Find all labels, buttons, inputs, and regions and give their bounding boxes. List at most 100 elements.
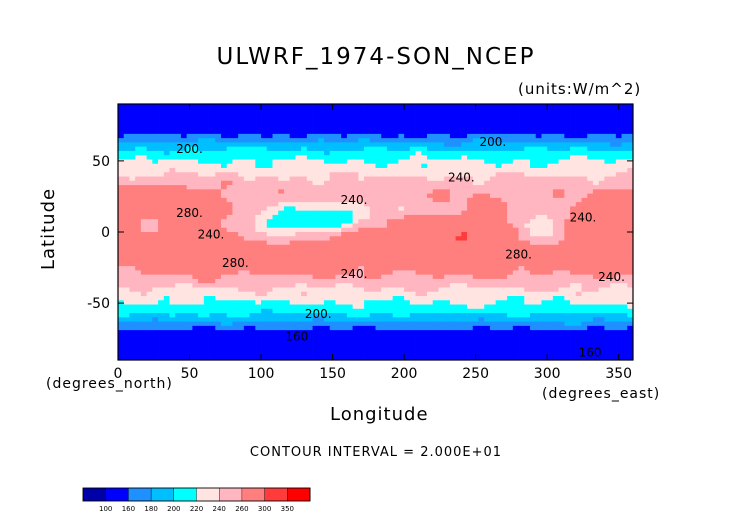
heatmap-cell — [232, 257, 239, 263]
heatmap-cell — [301, 325, 308, 331]
heatmap-cell — [135, 240, 142, 246]
heatmap-cell — [627, 125, 634, 130]
heatmap-cell — [163, 270, 170, 276]
heatmap-cell — [570, 163, 577, 169]
heatmap-cell — [364, 206, 371, 212]
heatmap-cell — [198, 325, 205, 331]
heatmap-cell — [358, 232, 365, 237]
heatmap-cell — [278, 278, 285, 284]
heatmap-cell — [415, 300, 422, 305]
heatmap-cell — [118, 210, 125, 216]
heatmap-cell — [358, 296, 365, 301]
heatmap-cell — [375, 206, 382, 212]
heatmap-cell — [455, 202, 462, 207]
heatmap-cell — [621, 206, 628, 212]
heatmap-cell — [306, 189, 313, 194]
heatmap-cell — [180, 206, 188, 212]
heatmap-cell — [358, 116, 365, 122]
heatmap-cell — [392, 142, 399, 148]
heatmap-cell — [524, 125, 531, 130]
heatmap-cell — [587, 232, 594, 237]
heatmap-cell — [512, 278, 519, 284]
heatmap-cell — [592, 244, 600, 250]
heatmap-cell — [467, 300, 474, 305]
heatmap-cell — [261, 176, 268, 182]
heatmap-cell — [175, 125, 182, 130]
heatmap-cell — [518, 270, 525, 276]
heatmap-cell — [180, 330, 188, 335]
heatmap-cell — [289, 202, 296, 207]
heatmap-cell — [615, 325, 622, 331]
heatmap-cell — [518, 112, 525, 118]
heatmap-cell — [283, 232, 291, 237]
heatmap-cell — [604, 249, 611, 254]
heatmap-cell — [518, 291, 525, 297]
heatmap-cell — [226, 296, 233, 301]
heatmap-cell — [501, 270, 508, 276]
heatmap-cell — [495, 150, 502, 156]
heatmap-cell — [524, 236, 531, 241]
heatmap-cell — [472, 257, 479, 263]
heatmap-cell — [604, 146, 611, 152]
heatmap-cell — [312, 138, 319, 143]
heatmap-cell — [570, 270, 577, 276]
heatmap-cell — [180, 185, 188, 190]
heatmap-cell — [581, 210, 588, 216]
heatmap-cell — [587, 278, 594, 284]
heatmap-cell — [598, 202, 605, 207]
heatmap-cell — [381, 219, 388, 224]
heatmap-cell — [615, 253, 622, 258]
heatmap-cell — [215, 330, 222, 335]
heatmap-cell — [335, 313, 342, 318]
heatmap-cell — [392, 291, 399, 297]
heatmap-cell — [438, 163, 445, 169]
heatmap-cell — [301, 223, 308, 229]
heatmap-cell — [375, 210, 382, 216]
heatmap-cell — [163, 338, 170, 344]
heatmap-cell — [301, 283, 308, 288]
heatmap-cell — [289, 240, 296, 246]
heatmap-cell — [301, 227, 308, 233]
heatmap-cell — [289, 257, 296, 263]
heatmap-cell — [386, 206, 394, 212]
heatmap-cell — [261, 180, 268, 186]
heatmap-cell — [398, 155, 405, 160]
heatmap-cell — [295, 202, 302, 207]
heatmap-cell — [449, 108, 457, 113]
heatmap-cell — [415, 172, 422, 177]
heatmap-cell — [238, 108, 245, 113]
heatmap-cell — [209, 278, 216, 284]
heatmap-cell — [203, 214, 210, 220]
heatmap-cell — [175, 317, 182, 322]
heatmap-cell — [261, 244, 268, 250]
heatmap-cell — [203, 176, 210, 182]
heatmap-cell — [421, 236, 428, 241]
heatmap-cell — [129, 133, 136, 139]
heatmap-cell — [392, 270, 399, 276]
heatmap-cell — [495, 112, 502, 118]
heatmap-cell — [255, 142, 262, 148]
heatmap-cell — [346, 296, 354, 301]
heatmap-cell — [324, 197, 331, 203]
heatmap-cell — [266, 313, 273, 318]
heatmap-cell — [524, 287, 531, 293]
heatmap-cell — [238, 308, 245, 314]
heatmap-cell — [329, 253, 336, 258]
heatmap-cell — [186, 133, 193, 139]
heatmap-cell — [123, 274, 130, 280]
heatmap-cell — [386, 261, 394, 267]
heatmap-cell — [249, 202, 256, 207]
heatmap-cell — [444, 163, 451, 169]
heatmap-cell — [341, 244, 348, 250]
heatmap-cell — [221, 278, 228, 284]
heatmap-cell — [180, 142, 188, 148]
heatmap-cell — [352, 274, 359, 280]
heatmap-cell — [192, 296, 199, 301]
heatmap-cell — [570, 180, 577, 186]
heatmap-cell — [587, 146, 594, 152]
heatmap-cell — [501, 308, 508, 314]
heatmap-cell — [484, 236, 491, 241]
heatmap-cell — [547, 236, 554, 241]
heatmap-cell — [530, 325, 537, 331]
heatmap-cell — [358, 291, 365, 297]
